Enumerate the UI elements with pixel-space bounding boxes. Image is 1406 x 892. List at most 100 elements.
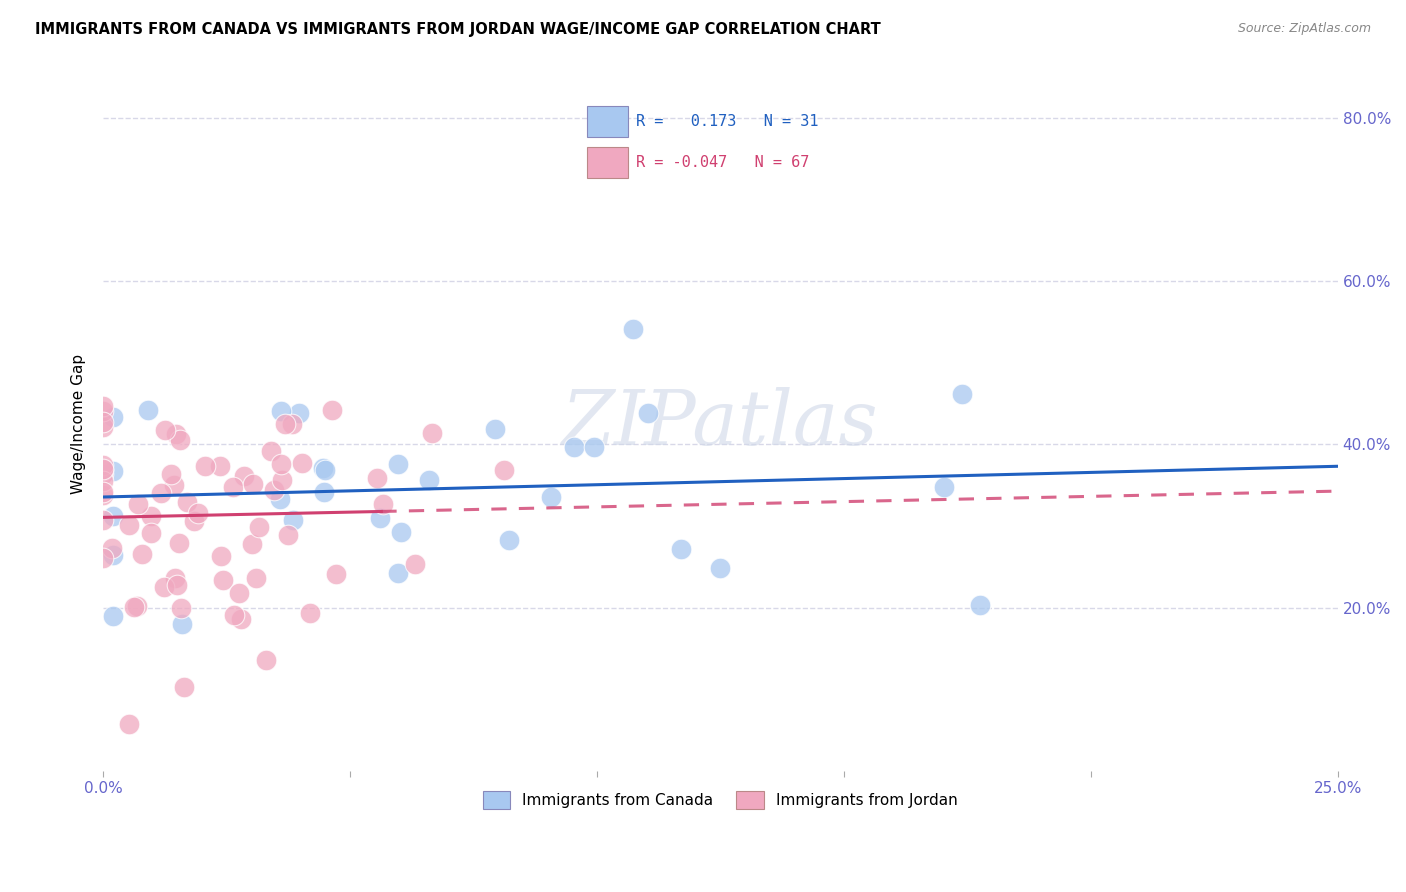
Point bbox=[101, 509, 124, 524]
Point bbox=[387, 457, 409, 471]
Point bbox=[93, 419, 115, 434]
Point bbox=[420, 425, 443, 440]
Point bbox=[312, 485, 335, 500]
Point bbox=[222, 479, 245, 493]
Point bbox=[170, 616, 193, 631]
Point bbox=[368, 510, 391, 524]
Point bbox=[93, 474, 115, 488]
Point bbox=[194, 459, 217, 474]
Point bbox=[671, 542, 693, 557]
Point bbox=[93, 513, 115, 527]
Point bbox=[118, 716, 141, 731]
Point bbox=[260, 444, 283, 458]
Point bbox=[150, 485, 173, 500]
Point bbox=[173, 680, 195, 694]
Point bbox=[101, 464, 124, 478]
Point bbox=[562, 440, 585, 454]
Point bbox=[224, 608, 246, 623]
Point bbox=[269, 492, 291, 507]
Point bbox=[404, 557, 426, 571]
Point bbox=[418, 473, 440, 487]
Point bbox=[274, 417, 297, 431]
Point bbox=[281, 417, 304, 431]
Point bbox=[389, 524, 412, 539]
Point bbox=[484, 422, 506, 436]
Point bbox=[969, 599, 991, 613]
Point bbox=[141, 508, 163, 523]
Point bbox=[281, 513, 304, 527]
Point bbox=[93, 462, 115, 476]
Point bbox=[93, 463, 115, 477]
Point bbox=[93, 467, 115, 482]
Point bbox=[93, 458, 115, 472]
Point bbox=[139, 525, 162, 540]
Point bbox=[183, 514, 205, 528]
Point bbox=[270, 403, 292, 417]
Point bbox=[231, 612, 253, 626]
Text: IMMIGRANTS FROM CANADA VS IMMIGRANTS FROM JORDAN WAGE/INCOME GAP CORRELATION CHA: IMMIGRANTS FROM CANADA VS IMMIGRANTS FRO… bbox=[35, 22, 882, 37]
Point bbox=[314, 463, 336, 477]
Point bbox=[209, 459, 232, 474]
Point bbox=[176, 495, 198, 509]
Point bbox=[270, 473, 292, 487]
Point bbox=[242, 476, 264, 491]
Point bbox=[209, 549, 232, 563]
Point bbox=[325, 567, 347, 582]
Point bbox=[290, 456, 312, 470]
Point bbox=[298, 606, 321, 620]
Point bbox=[93, 488, 115, 502]
Point bbox=[228, 586, 250, 600]
Point bbox=[245, 571, 267, 585]
Point bbox=[311, 461, 333, 475]
Y-axis label: Wage/Income Gap: Wage/Income Gap bbox=[72, 354, 86, 494]
Point bbox=[127, 497, 149, 511]
Point bbox=[93, 415, 115, 429]
Point bbox=[621, 322, 644, 336]
Point bbox=[155, 423, 177, 437]
Point bbox=[240, 537, 263, 551]
Point bbox=[263, 483, 285, 497]
Point bbox=[93, 484, 115, 499]
Point bbox=[127, 599, 149, 613]
Point bbox=[211, 573, 233, 587]
Point bbox=[136, 403, 159, 417]
Point bbox=[169, 433, 191, 447]
Text: Source: ZipAtlas.com: Source: ZipAtlas.com bbox=[1237, 22, 1371, 36]
Point bbox=[233, 468, 256, 483]
Point bbox=[93, 399, 115, 413]
Point bbox=[160, 467, 183, 481]
Point bbox=[101, 541, 124, 556]
Point bbox=[373, 497, 395, 511]
Point bbox=[709, 561, 731, 575]
Point bbox=[637, 407, 659, 421]
Point bbox=[167, 536, 190, 550]
Point bbox=[277, 528, 299, 542]
Point bbox=[582, 440, 605, 454]
Text: ZIPatlas: ZIPatlas bbox=[562, 387, 879, 461]
Point bbox=[387, 566, 409, 581]
Point bbox=[498, 533, 520, 547]
Point bbox=[101, 608, 124, 623]
Point bbox=[287, 406, 309, 420]
Point bbox=[366, 471, 388, 485]
Point bbox=[247, 519, 270, 533]
Point bbox=[186, 506, 208, 520]
Point bbox=[166, 577, 188, 591]
Point bbox=[118, 518, 141, 533]
Point bbox=[101, 410, 124, 425]
Point bbox=[254, 652, 277, 666]
Point bbox=[153, 580, 176, 594]
Point bbox=[93, 404, 115, 418]
Point bbox=[950, 387, 973, 401]
Point bbox=[321, 402, 343, 417]
Point bbox=[932, 480, 955, 494]
Point bbox=[540, 490, 562, 504]
Point bbox=[494, 463, 516, 477]
Point bbox=[165, 426, 187, 441]
Point bbox=[169, 601, 191, 615]
Legend: Immigrants from Canada, Immigrants from Jordan: Immigrants from Canada, Immigrants from … bbox=[477, 785, 965, 815]
Point bbox=[163, 478, 186, 492]
Point bbox=[124, 600, 146, 615]
Point bbox=[101, 548, 124, 562]
Point bbox=[131, 547, 153, 561]
